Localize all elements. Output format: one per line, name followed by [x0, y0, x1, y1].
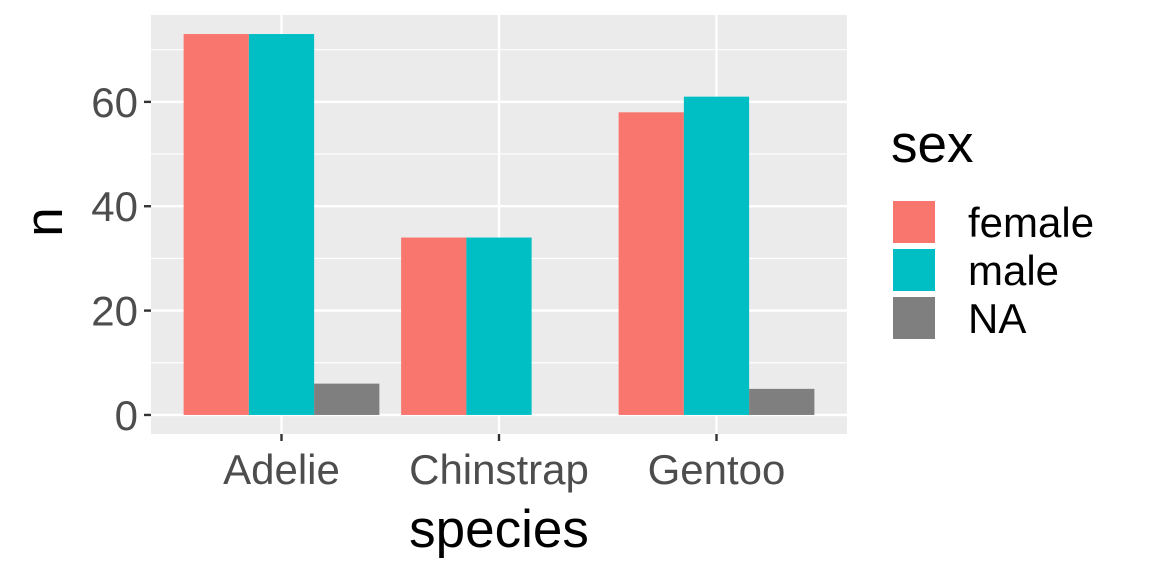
bar-Gentoo-NA	[749, 388, 815, 415]
legend-label-NA: NA	[968, 295, 1026, 342]
legend-label-male: male	[968, 247, 1059, 294]
bar-Adelie-male	[248, 34, 315, 415]
bar-Gentoo-female	[618, 112, 684, 415]
y-axis: 0 20 40 60	[91, 79, 151, 439]
y-tick-label: 40	[91, 183, 138, 230]
x-axis: Adelie Chinstrap Gentoo	[223, 434, 785, 493]
bar-Adelie-NA	[314, 383, 380, 415]
x-tick-label: Chinstrap	[409, 446, 589, 493]
y-tick-label: 20	[91, 288, 138, 335]
bars	[183, 34, 815, 415]
x-axis-title: species	[409, 500, 589, 559]
bar-Chinstrap-male	[466, 237, 532, 415]
legend-title: sex	[891, 115, 973, 174]
legend-key-male	[891, 247, 937, 293]
x-tick-label: Gentoo	[648, 446, 786, 493]
bar-Gentoo-male	[683, 96, 750, 415]
legend-key-NA	[891, 295, 937, 341]
bar-Adelie-female	[183, 34, 249, 415]
y-axis-title: n	[15, 207, 74, 236]
bar-Chinstrap-female	[401, 237, 467, 415]
y-tick-label: 60	[91, 79, 138, 126]
legend-label-female: female	[968, 199, 1094, 246]
legend-key-female	[891, 199, 937, 245]
y-tick-label: 0	[115, 392, 138, 439]
x-tick-label: Adelie	[223, 446, 340, 493]
